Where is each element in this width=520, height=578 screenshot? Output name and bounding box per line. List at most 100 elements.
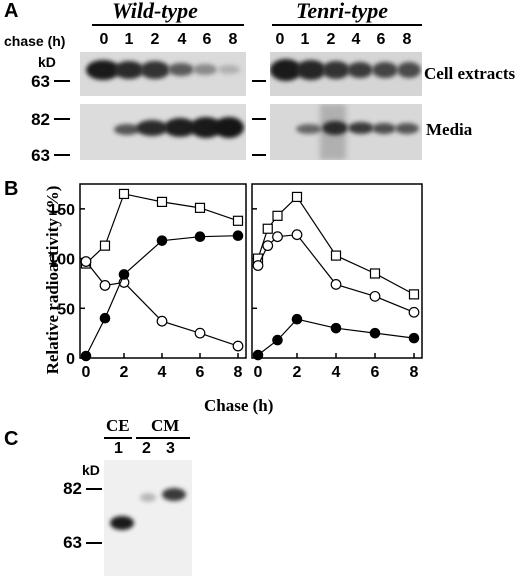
data-point-filled-circle: [156, 235, 168, 246]
data-point-square: [262, 223, 273, 234]
data-point-filled-circle: [408, 332, 420, 344]
panel-a-letter: A: [4, 0, 19, 22]
data-point-square: [408, 289, 420, 300]
x-tick-label: 6: [371, 364, 380, 381]
lane-label: 0: [275, 31, 285, 48]
y-tick-label: 0: [66, 351, 75, 368]
data-point-square: [232, 215, 244, 226]
data-point-filled-circle: [272, 334, 283, 346]
data-point-filled-circle: [194, 231, 206, 242]
band: [397, 62, 421, 78]
data-point-open-circle: [330, 279, 342, 290]
x-axis-label: Chase (h): [204, 396, 274, 415]
x-tick-label: 8: [410, 364, 419, 381]
data-point-square: [194, 202, 206, 213]
plot-frame: [251, 183, 423, 359]
lane-label-c: 3: [166, 440, 175, 457]
x-tick-label: 0: [254, 364, 263, 381]
data-point-filled-circle: [80, 350, 92, 362]
band: [164, 118, 196, 137]
mw-tick: [252, 80, 266, 82]
band: [140, 493, 156, 502]
x-tick-label: 8: [234, 364, 243, 381]
data-point-filled-circle: [291, 313, 303, 325]
data-point-open-circle: [291, 229, 303, 241]
band: [86, 60, 120, 80]
y-tick-label: 100: [48, 252, 75, 269]
lane-label: 4: [351, 31, 361, 48]
kd-label-c: kD: [82, 462, 100, 478]
mw-tick: [86, 488, 102, 490]
panel-c-letter: C: [4, 428, 19, 450]
mw-tick: [54, 118, 70, 120]
x-tick-label: 4: [158, 364, 167, 381]
x-tick-label: 2: [293, 364, 302, 381]
data-point-open-circle: [408, 306, 420, 318]
tenri-type-title: Tenri-type: [296, 0, 389, 23]
band: [322, 121, 348, 135]
band: [395, 123, 419, 134]
band: [218, 65, 240, 74]
ce-label: CE: [106, 416, 130, 435]
lane-label: 8: [228, 31, 238, 48]
data-point-square: [118, 188, 130, 200]
kd-label-a: kD: [38, 54, 56, 70]
tenri-cell-extract-blot: [270, 52, 422, 96]
band: [110, 516, 134, 530]
mw-63-c: 63: [63, 533, 82, 552]
data-point-open-circle: [272, 231, 283, 243]
wild-type-title: Wild-type: [112, 0, 198, 23]
chase-label: chase (h): [4, 33, 66, 49]
mw-tick: [252, 154, 266, 156]
band: [162, 488, 186, 501]
x-tick-label: 0: [82, 364, 91, 381]
data-point-filled-circle: [369, 327, 381, 339]
mw-tick: [54, 80, 70, 82]
tenri-lane-labels: 0 1 2 4 6 8: [270, 31, 422, 51]
series-line-open-circle: [257, 234, 415, 313]
mw-63-media: 63: [31, 146, 50, 165]
media-label: Media: [426, 120, 473, 139]
band: [372, 123, 396, 134]
lane-label-c: 1: [114, 440, 123, 457]
data-point-open-circle: [99, 280, 111, 291]
series-line-filled-circle: [85, 235, 239, 357]
band: [168, 63, 194, 76]
tenri-type-bar: [272, 24, 422, 26]
cell-extracts-label: Cell extracts: [424, 64, 516, 83]
wild-type-bar: [92, 24, 244, 26]
mw-tick: [86, 542, 102, 544]
band: [270, 59, 302, 81]
lane-label: 2: [150, 31, 160, 48]
lane-label: 1: [300, 31, 310, 48]
data-point-open-circle: [262, 240, 274, 252]
lane-label: 2: [326, 31, 336, 48]
mw-82-media: 82: [31, 110, 50, 129]
band: [296, 124, 322, 134]
data-point-open-circle: [232, 340, 244, 352]
cm-label: CM: [151, 416, 180, 435]
x-tick-label: 4: [332, 364, 341, 381]
wild-cell-extract-blot: [80, 52, 246, 96]
lane-label: 6: [376, 31, 386, 48]
band: [347, 62, 373, 78]
series-line-open-circle: [85, 261, 239, 347]
data-point-square: [156, 196, 168, 207]
lane-label: 4: [177, 31, 187, 48]
data-point-square: [330, 250, 342, 261]
band: [114, 124, 140, 135]
mw-tick: [54, 154, 70, 156]
data-point-filled-circle: [99, 312, 111, 324]
y-tick-label: 50: [57, 301, 75, 318]
lane-label: 8: [402, 31, 412, 48]
band: [140, 61, 170, 79]
band: [193, 64, 217, 75]
panel-c-blot: [104, 460, 192, 576]
y-tick-label: 150: [48, 202, 75, 219]
data-point-filled-circle: [330, 322, 342, 334]
band: [214, 117, 244, 138]
lane-label: 6: [202, 31, 212, 48]
data-point-open-circle: [369, 290, 381, 302]
data-point-square: [291, 191, 303, 203]
cm-bar: [136, 437, 190, 439]
